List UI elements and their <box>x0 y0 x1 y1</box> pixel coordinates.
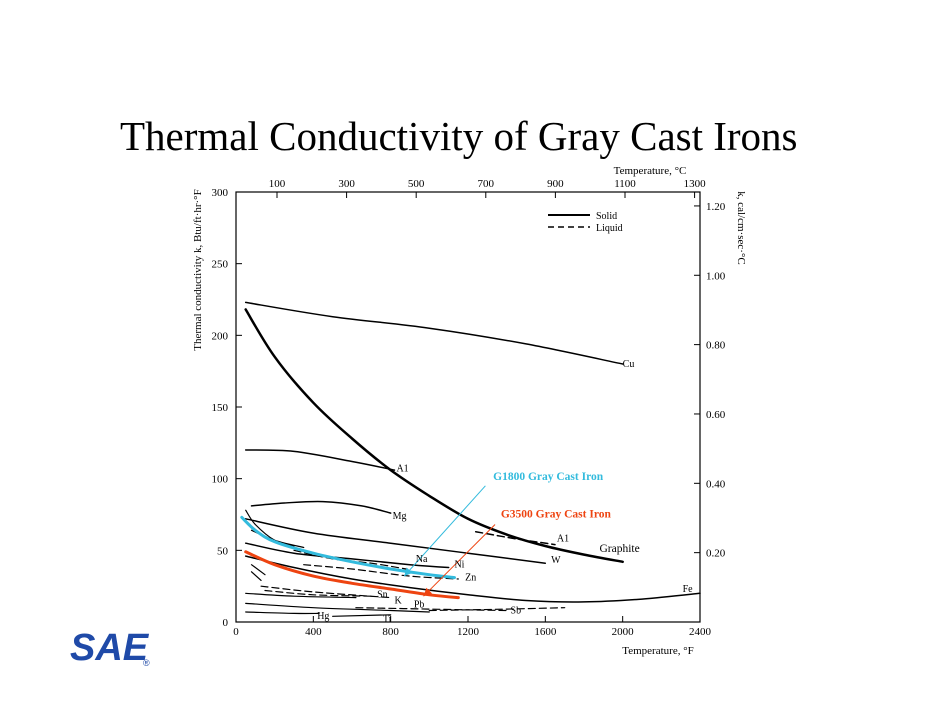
label-g1800-gray-cast-iron: G1800 Gray Cast Iron <box>493 471 604 483</box>
series-line-graphite <box>244 308 624 564</box>
series-line-sb <box>245 602 430 613</box>
series-layer <box>240 301 701 617</box>
y-left-tick-label: 50 <box>217 545 229 557</box>
legend-label-solid: Solid <box>596 211 617 222</box>
pointer-arrowhead <box>404 567 413 577</box>
series-line-sn <box>250 564 266 576</box>
label-zn: Zn <box>465 572 476 583</box>
series-line-pb-liquid <box>355 607 508 612</box>
series-line-al-liquid <box>474 530 556 546</box>
x-top-tick-label: 1100 <box>614 178 636 190</box>
y-left-tick-label: 250 <box>212 259 229 271</box>
x-bottom-tick-label: 1600 <box>534 626 557 638</box>
x-bottom-tick-label: 2000 <box>612 626 635 638</box>
series-line-g1800-gray-cast-iron <box>240 515 456 580</box>
series-line-g3500-gray-cast-iron <box>244 550 460 600</box>
series-line-sn-liquid <box>264 589 372 597</box>
y-right-tick-label: 1.00 <box>706 270 726 282</box>
series-line-hg <box>245 611 320 615</box>
pointer-line <box>423 524 496 597</box>
x-top-tick-label: 1300 <box>684 178 707 190</box>
sae-logo: SAE ® <box>70 627 150 668</box>
x-bottom-tick-label: 0 <box>233 626 239 638</box>
series-line-k <box>250 571 262 581</box>
x-top-tick-label: 500 <box>408 178 425 190</box>
x-top-tick-label: 900 <box>547 178 564 190</box>
label-mg: Mg <box>393 511 407 522</box>
x-top-tick-label: 100 <box>269 178 286 190</box>
y-right-tick-label: 0.60 <box>706 409 726 421</box>
series-line-fe <box>244 555 701 603</box>
label-ti: Ti <box>383 614 392 625</box>
series-line-k-liquid <box>260 585 392 599</box>
y-right-tick-label: 0.80 <box>706 340 726 352</box>
label-cu: Cu <box>623 359 635 370</box>
label-hg: Hg <box>317 611 329 622</box>
y-right-tick-label: 0.40 <box>706 478 726 490</box>
x-bottom-axis-label: Temperature, °F <box>622 645 693 657</box>
plot-frame <box>235 191 701 623</box>
series-line-zn-liquid <box>303 564 459 580</box>
x-bottom-tick-label: 2400 <box>689 626 712 638</box>
y-left-axis-label: Thermal conductivity k, Btu/ft·hr·°F <box>192 189 204 350</box>
y-right-axis-label: k, cal/cm·sec·°C <box>735 191 747 264</box>
x-top-axis-label: Temperature, °C <box>614 165 687 177</box>
x-top-tick-label: 700 <box>478 178 495 190</box>
series-line-w <box>244 518 547 564</box>
series-line-pb <box>245 592 357 599</box>
y-left-tick-label: 150 <box>212 402 229 414</box>
y-right-tick-label: 1.20 <box>706 201 726 213</box>
x-bottom-tick-label: 1200 <box>457 626 480 638</box>
y-left-tick-label: 300 <box>212 187 229 199</box>
series-line-ti <box>332 614 392 617</box>
label-na: Na <box>416 554 428 565</box>
pointer-arrowhead <box>423 587 432 597</box>
label-sb: Sb <box>511 605 522 616</box>
label-pb: Pb <box>414 600 425 611</box>
series-line-ni <box>244 542 450 569</box>
series-line-cu <box>244 301 624 365</box>
label-a1: A1 <box>557 534 569 545</box>
pointer-line <box>403 485 486 577</box>
label-a1: A1 <box>396 464 408 475</box>
y-left-tick-label: 200 <box>212 330 229 342</box>
series-line-mg <box>250 500 392 514</box>
y-left-tick-label: 100 <box>212 474 229 486</box>
legend-label-dashed: Liquid <box>596 223 623 234</box>
label-graphite: Graphite <box>599 543 639 555</box>
label-sn: Sn <box>377 590 388 601</box>
sae-logo-text: SAE <box>70 627 150 668</box>
label-g3500-gray-cast-iron: G3500 Gray Cast Iron <box>501 508 612 520</box>
y-left-tick-label: 0 <box>223 617 229 629</box>
series-line-sb-liquid <box>428 607 566 612</box>
label-fe: Fe <box>683 584 694 595</box>
registered-mark: ® <box>143 658 150 668</box>
label-ni: Ni <box>454 560 464 571</box>
slide-title: Thermal Conductivity of Gray Cast Irons <box>120 113 798 159</box>
y-right-tick-label: 0.20 <box>706 548 726 560</box>
x-bottom-tick-label: 800 <box>382 626 399 638</box>
x-bottom-tick-label: 400 <box>305 626 322 638</box>
series-line-al <box>244 449 396 471</box>
x-top-tick-label: 300 <box>338 178 355 190</box>
label-k: K <box>395 595 403 606</box>
label-w: W <box>551 555 561 566</box>
